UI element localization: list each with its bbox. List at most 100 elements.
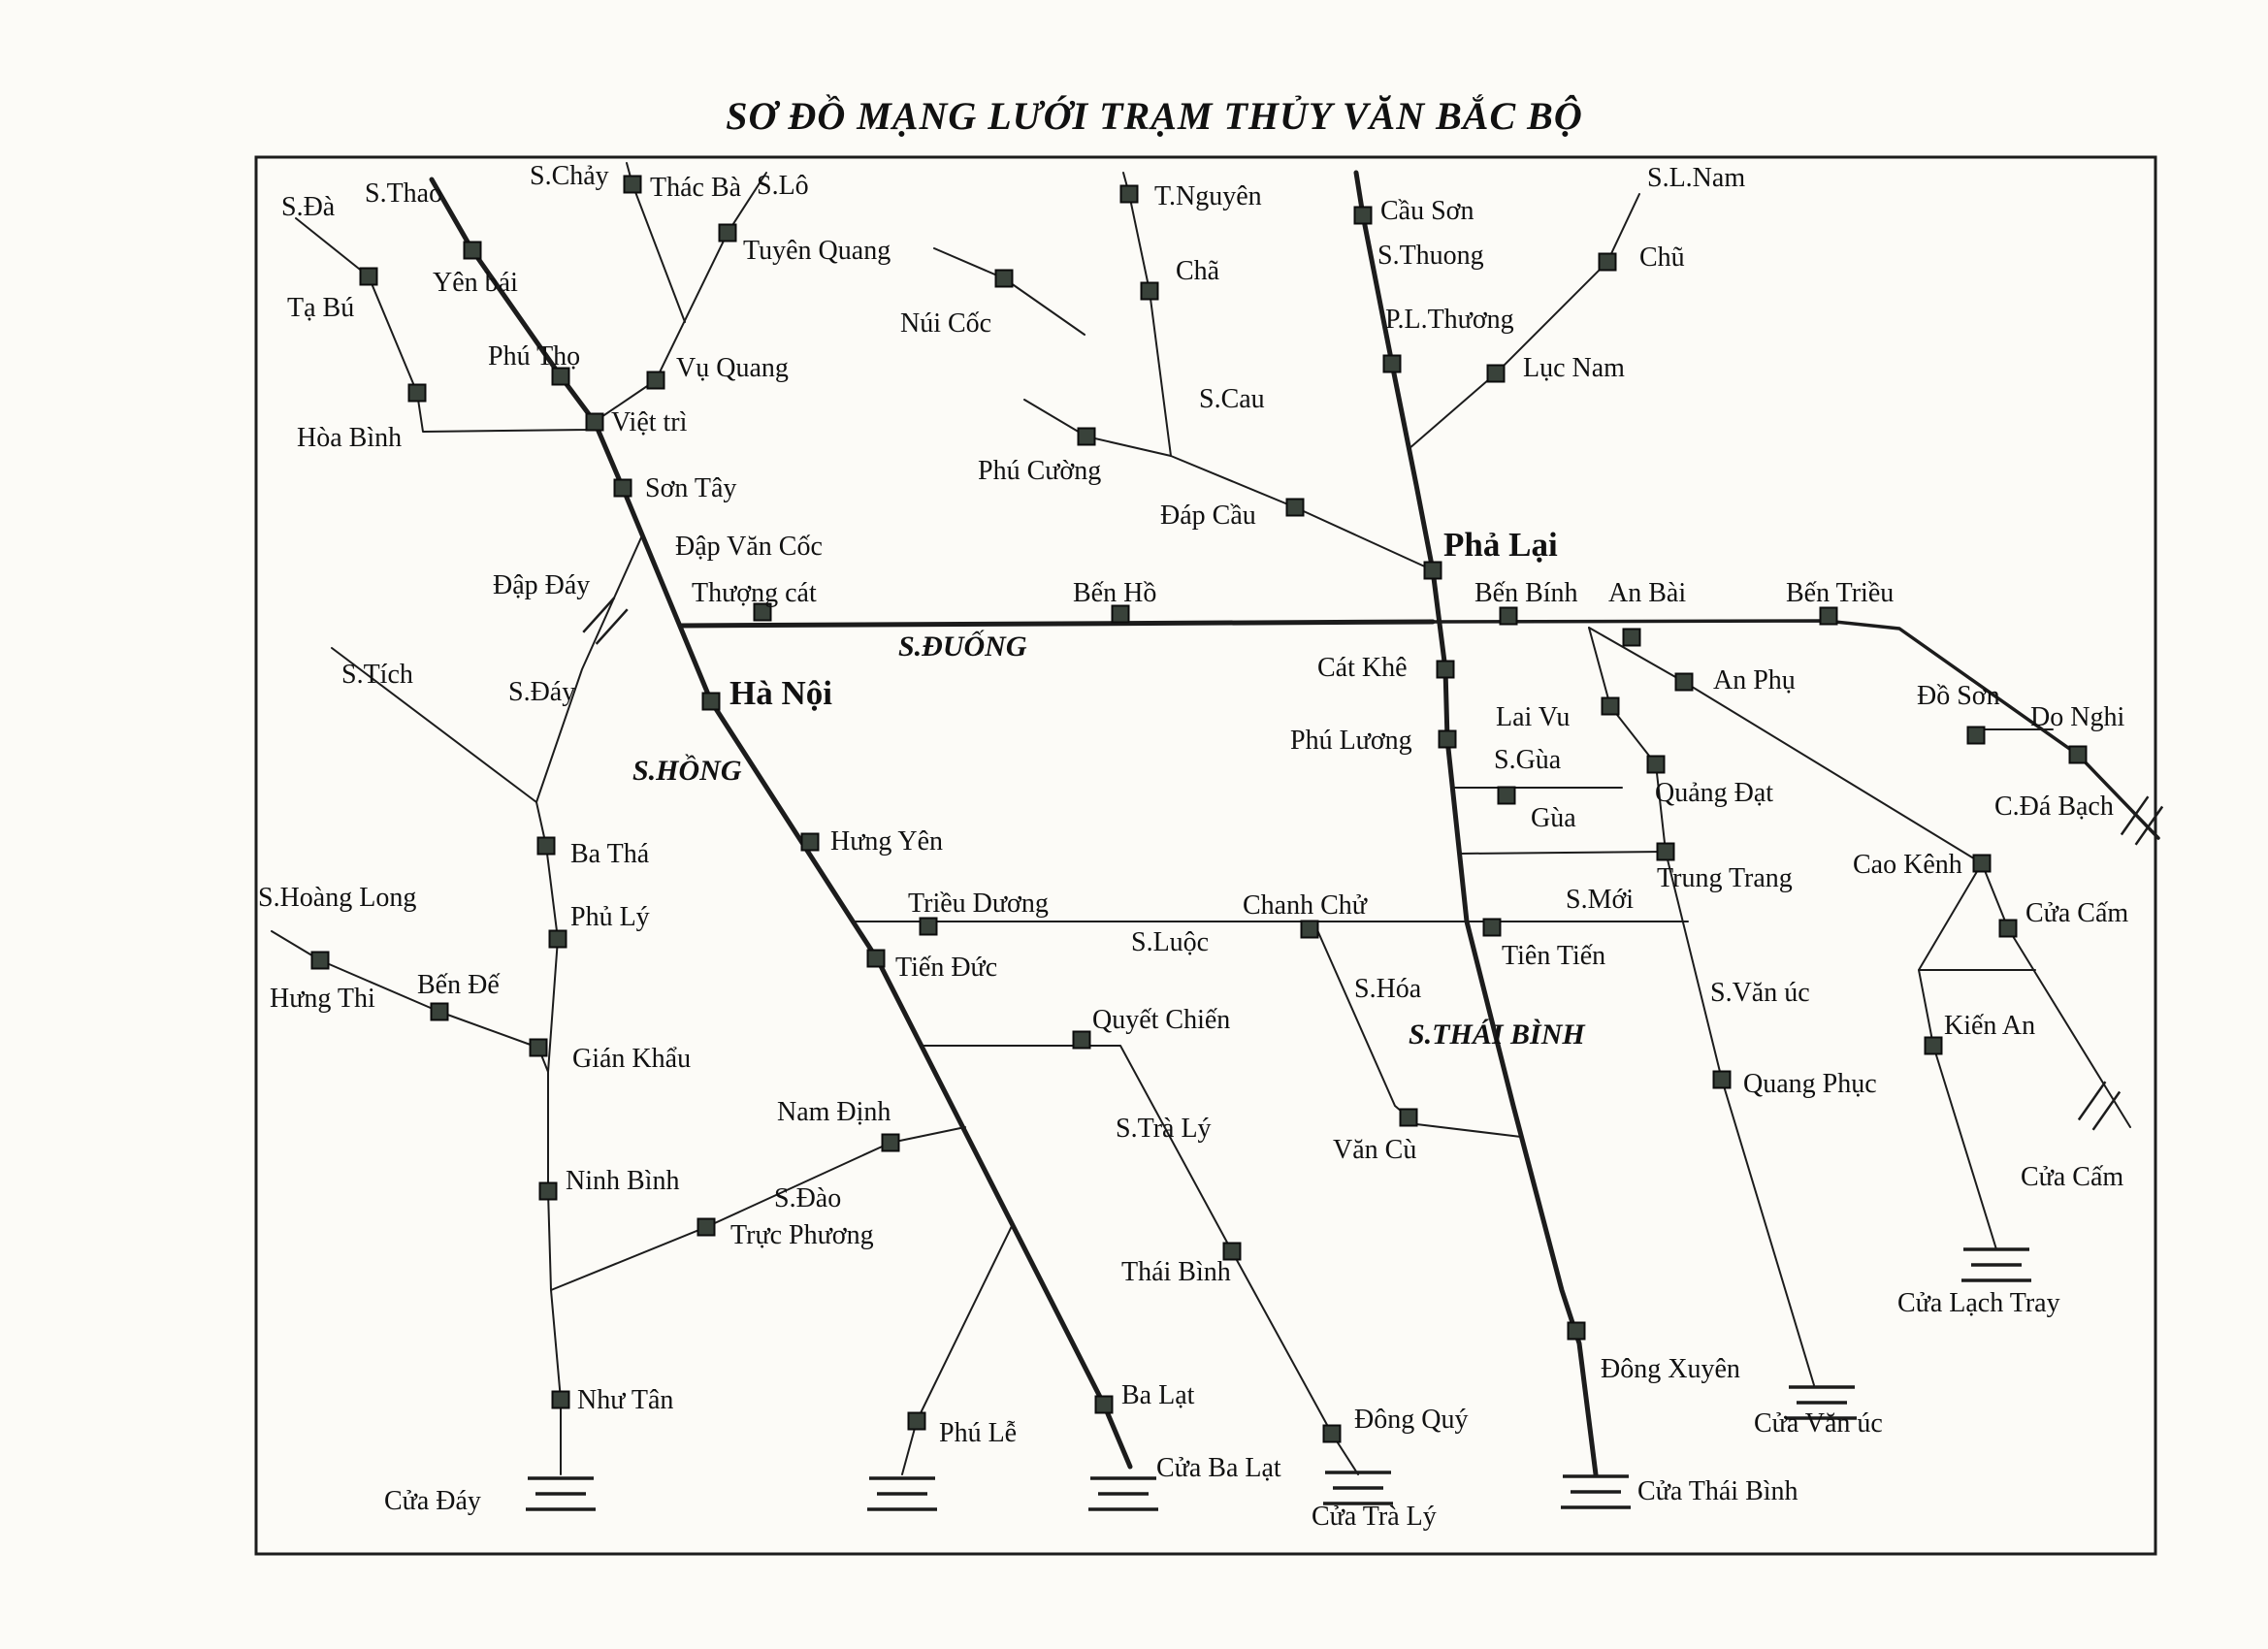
river-line-song-dao xyxy=(550,1126,966,1291)
station-label: Bến Hồ xyxy=(1073,578,1156,608)
station-label: Phủ Lý xyxy=(570,902,650,932)
station-label: Phú Thọ xyxy=(488,341,580,372)
station-label: Đồ Sơn xyxy=(1917,681,2000,711)
station-label: Núi Cốc xyxy=(900,308,991,339)
river-label: S.THÁI BÌNH xyxy=(1409,1018,1586,1051)
station-marker xyxy=(536,836,556,856)
station-marker xyxy=(697,1217,716,1237)
station-marker xyxy=(1712,1070,1732,1089)
river-label: S.Hóa xyxy=(1354,974,1422,1004)
station-label: Cát Khê xyxy=(1317,653,1408,683)
station-marker xyxy=(1423,561,1442,580)
station-marker xyxy=(1285,498,1305,517)
station-marker xyxy=(1119,184,1139,204)
station-marker xyxy=(1656,842,1675,861)
station-marker xyxy=(1819,606,1838,626)
outlet-label: Cửa Văn úc xyxy=(1754,1408,1883,1439)
station-marker xyxy=(800,832,820,852)
station-marker xyxy=(551,367,570,386)
station-label: T.Nguyên xyxy=(1154,181,1262,211)
station-label: Tiến Đức xyxy=(895,953,997,983)
outlet-hatch-icon xyxy=(867,1476,937,1511)
outlet-label: Cửa Trà Lý xyxy=(1312,1502,1437,1532)
station-marker xyxy=(1674,672,1694,692)
station-label: Tuyên Quang xyxy=(743,236,891,266)
station-marker xyxy=(907,1411,926,1431)
station-marker xyxy=(538,1181,558,1201)
river-label: S.L.Nam xyxy=(1647,163,1745,193)
river-line-luc-nam xyxy=(1408,193,1640,450)
river-line-mid-channel xyxy=(1459,851,1667,855)
river-label: S.Lô xyxy=(757,171,809,201)
river-label: S.ĐUỐNG xyxy=(898,630,1027,663)
station-label: Triều Dương xyxy=(908,889,1049,919)
station-marker xyxy=(1482,918,1502,937)
outlet-label: Cửa Ba Lạt xyxy=(1156,1453,1281,1483)
river-label: S.HỒNG xyxy=(632,754,742,787)
station-marker xyxy=(1972,854,1992,873)
river-line-kien-an xyxy=(1918,862,1997,1250)
station-marker xyxy=(463,241,482,260)
station-label: Chã xyxy=(1176,256,1220,286)
station-marker xyxy=(407,383,427,403)
station-label: Thượng cát xyxy=(692,578,817,608)
station-marker xyxy=(1646,755,1666,774)
outlet-hatch-icon xyxy=(526,1476,596,1511)
station-marker xyxy=(1567,1321,1586,1341)
river-label: S.Văn úc xyxy=(1710,978,1810,1008)
station-marker xyxy=(718,223,737,242)
river-label: Đập Đáy xyxy=(493,570,590,600)
map-title: SƠ ĐỒ MẠNG LƯỚI TRẠM THỦY VĂN BẮC BỘ xyxy=(726,94,1583,138)
station-marker xyxy=(359,267,378,286)
river-line-song-lo xyxy=(595,172,767,422)
station-marker xyxy=(1382,354,1402,373)
station-marker xyxy=(1300,920,1319,939)
station-label: Quang Phục xyxy=(1743,1069,1877,1099)
station-marker xyxy=(529,1038,548,1057)
station-label: Tạ Bú xyxy=(287,293,354,323)
station-label: P.L.Thương xyxy=(1385,305,1514,335)
station-label: Thái Bình xyxy=(1121,1257,1231,1287)
station-marker xyxy=(1601,696,1620,716)
station-label: An Bài xyxy=(1608,578,1686,608)
station-marker xyxy=(1072,1030,1091,1050)
station-label: Quảng Đạt xyxy=(1655,778,1773,808)
river-label: S.Đáy xyxy=(508,677,575,707)
station-marker xyxy=(646,371,665,390)
river-label: S.Cau xyxy=(1199,384,1265,414)
river-label: C.Đá Bạch xyxy=(1994,792,2114,822)
station-label: Kiến An xyxy=(1944,1011,2035,1041)
station-marker xyxy=(310,951,330,970)
station-label: Yên bái xyxy=(433,268,518,298)
river-label: S.Thao xyxy=(365,178,442,209)
station-label: Trung Trang xyxy=(1657,863,1793,893)
station-label: Như Tân xyxy=(577,1385,673,1415)
station-label: Phú Lương xyxy=(1290,726,1412,756)
station-label: Chanh Chử xyxy=(1243,890,1368,921)
double-slash-icon-da-bach-estuary xyxy=(2120,795,2164,846)
double-slash-icon-dap-day-dam xyxy=(582,597,629,645)
river-line-song-day xyxy=(535,534,643,1475)
river-line-kinh-mon xyxy=(1588,627,1815,1386)
station-marker xyxy=(1077,427,1096,446)
station-label: Hưng Thi xyxy=(270,984,375,1014)
station-label: Bến Triều xyxy=(1786,578,1894,608)
station-marker xyxy=(1924,1036,1943,1055)
river-line-phu-cuong xyxy=(1023,399,1430,569)
station-label: Do Nghi xyxy=(2030,702,2124,732)
river-label: S.Hoàng Long xyxy=(258,883,416,913)
outlet-label: Cửa Lạch Tray xyxy=(1897,1288,2060,1318)
station-label: Đáp Cầu xyxy=(1160,501,1256,531)
station-label: Bến Đế xyxy=(417,970,501,1000)
outlet-hatch-icon xyxy=(1787,1385,1857,1420)
station-label: Gùa xyxy=(1531,803,1576,833)
river-label: Cửa Cấm xyxy=(2021,1162,2123,1192)
river-label: S.Tích xyxy=(341,660,413,690)
station-label: Chũ xyxy=(1639,242,1685,273)
station-marker xyxy=(1998,919,2018,938)
station-label: Bến Bính xyxy=(1474,578,1578,608)
station-label: Phả Lại xyxy=(1443,526,1558,564)
station-marker xyxy=(919,917,938,936)
station-label: Gián Khẩu xyxy=(572,1044,691,1074)
